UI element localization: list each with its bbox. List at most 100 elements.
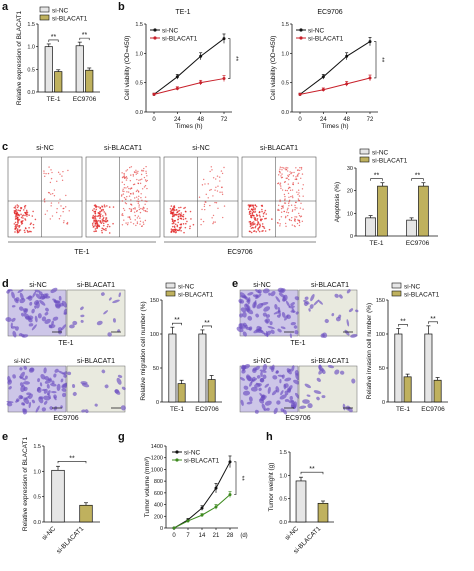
panel-c-2-flow-dot — [210, 188, 212, 191]
panel-e-te1-kd-micrograph — [298, 289, 358, 337]
panel-c-1-flow-dot — [123, 190, 125, 193]
panel-e-ec-kd-stained-cell — [351, 378, 356, 384]
panel-c-3-flow-dot — [252, 208, 255, 211]
panel-c-0-flow-dot — [17, 216, 19, 219]
panel-e-te1-nc-stained-cell — [247, 315, 253, 321]
panel-c-2-flow-dot — [173, 228, 176, 231]
panel-c-0-flow-dot — [46, 210, 48, 212]
panel-c-1-flow-dot — [134, 214, 136, 217]
panel-a-ylabel: Relative expression of BLACAT1 — [16, 11, 23, 106]
panel-c-2-flow-dot — [171, 225, 174, 228]
panel-c-ytick-label: 20 — [347, 189, 353, 195]
panel-c-1-flow-dot — [130, 203, 132, 205]
panel-d-te1-nc-stained-cell — [11, 291, 15, 299]
panel-c-3-flow-dot — [248, 205, 251, 208]
panel-c-2-flow-dot — [209, 189, 211, 192]
panel-c-0-flow-dot — [16, 204, 19, 206]
panel-c-1-flow-dot — [99, 214, 102, 217]
panel-c-3-flow-dot — [250, 224, 253, 226]
panel-g-ytick-label: 200 — [154, 514, 163, 520]
panel-d-bar — [168, 333, 177, 403]
panel-c-3-flow-dot — [285, 211, 288, 213]
panel-c-1-flow-dot — [94, 217, 97, 220]
panel-c-1-flow-dot — [101, 206, 104, 208]
panel-c-2-flow-dot — [203, 205, 206, 208]
panel-d-te1-nc-stained-cell — [25, 316, 32, 321]
panel-c-1-flow-dot — [121, 213, 124, 215]
panel-c-1-flow-dot — [94, 212, 97, 215]
panel-c-0-flow-dot — [34, 218, 37, 221]
panel-c-0-flow-dot — [14, 225, 17, 228]
panel-c-1-flow-dot — [130, 221, 132, 223]
panel-e-tumor-ytick-label: 1.0 — [33, 469, 41, 475]
panel-c-0-flow-dot — [61, 175, 63, 177]
panel-d-ec-nc-stained-cell — [43, 395, 51, 401]
panel-d-ec-nc-stained-cell — [23, 365, 27, 370]
panel-c-2-flow-dot — [175, 214, 178, 216]
panel-c-1-flow-dot — [139, 220, 142, 222]
panel-c-3-flow-dot — [264, 217, 266, 220]
panel-e-te1-nc-stained-cell — [242, 331, 247, 337]
panel-h-sig-bracket — [300, 471, 324, 475]
panel-d-te1-kd-stained-cell — [100, 292, 105, 296]
panel-c-1-flow-dot — [134, 219, 136, 221]
panel-c-3-flow-dot — [302, 208, 304, 210]
panel-c-0-flow-dot — [17, 225, 19, 227]
panel-c-1-flow-dot — [94, 210, 97, 213]
panel-g-data-point — [214, 505, 218, 509]
panel-c-2-flow-dot — [203, 203, 206, 206]
panel-c-3-flow-dot — [277, 204, 280, 207]
panel-c-2-flow-dot — [220, 170, 223, 172]
panel-c-3-flow-dot — [294, 178, 296, 181]
panel-d-te1-nc-stained-cell — [17, 289, 24, 293]
panel-c-1-flow-dot — [103, 204, 106, 206]
panel-e-ec-nc-stained-cell — [287, 389, 291, 393]
panel-c-3-flow-dot — [249, 225, 252, 228]
panel-c-0-flow-dot — [44, 175, 46, 178]
panel-g-data-point — [186, 519, 190, 523]
panel-b-left-legend-marker — [153, 36, 157, 40]
panel-c-1-flow-dot — [145, 165, 147, 168]
panel-c-1-flow-dot — [93, 219, 95, 222]
panel-c-1-flow-dot — [121, 181, 123, 183]
panel-c-3-flow-dot — [291, 210, 294, 212]
panel-c-1-flow-dot — [125, 179, 128, 181]
panel-d-sig-label: ** — [204, 320, 210, 327]
panel-c-0-flow-dot — [31, 215, 34, 217]
panel-c-3-flow-dot — [265, 217, 267, 220]
panel-c-1-flow-dot — [99, 211, 101, 213]
panel-d-te1-nc-stained-cell — [35, 293, 42, 300]
panel-c-1-flow-dot — [121, 200, 124, 202]
panel-d-ytick-label: 0 — [156, 400, 159, 406]
panel-c-1-flow-dot — [143, 176, 146, 179]
panel-c-0-flow-dot — [14, 221, 17, 224]
panel-c-1-flow-dot — [103, 220, 105, 222]
panel-c-0-flow-dot — [28, 214, 30, 216]
panel-g-legend-marker — [175, 458, 179, 462]
panel-c-sig-bracket — [411, 178, 424, 181]
panel-c-1-flow-dot — [99, 217, 101, 219]
panel-c-3-flow-dot — [280, 175, 282, 177]
panel-c-1-flow-dot — [102, 228, 105, 230]
panel-c-3-flow-dot — [265, 213, 268, 215]
panel-c-1-flow-dot — [99, 213, 102, 215]
panel-c-3-flow-dot — [284, 222, 287, 225]
panel-c-group-te1: TE-1 — [74, 249, 89, 256]
panel-d-te1-nc-stained-cell — [34, 289, 41, 293]
panel-c-2-flow-dot — [176, 225, 179, 228]
panel-d-legend-label: si-NC — [178, 283, 195, 290]
panel-c-3-flow-dot — [284, 168, 286, 170]
panel-c-1-flow-dot — [133, 171, 136, 173]
panel-c-3-flow-dot — [288, 205, 290, 207]
panel-c-1-flow-dot — [105, 220, 108, 223]
panel-g-legend-label: si-BLACAT1 — [184, 457, 220, 464]
panel-d-te1-nc-stained-cell — [15, 297, 20, 302]
panel-a-ytick-label: 1.5 — [27, 22, 35, 28]
panel-e-invasion-xtick-label: EC9706 — [421, 406, 445, 413]
panel-c-1-flow-dot — [96, 225, 99, 228]
panel-c-3-flow-dot — [251, 221, 254, 224]
panel-c-3-flow-dot — [255, 205, 258, 208]
panel-e-ec-nc-stained-cell — [262, 363, 268, 371]
panel-g-ytick-label: 1400 — [151, 444, 163, 450]
